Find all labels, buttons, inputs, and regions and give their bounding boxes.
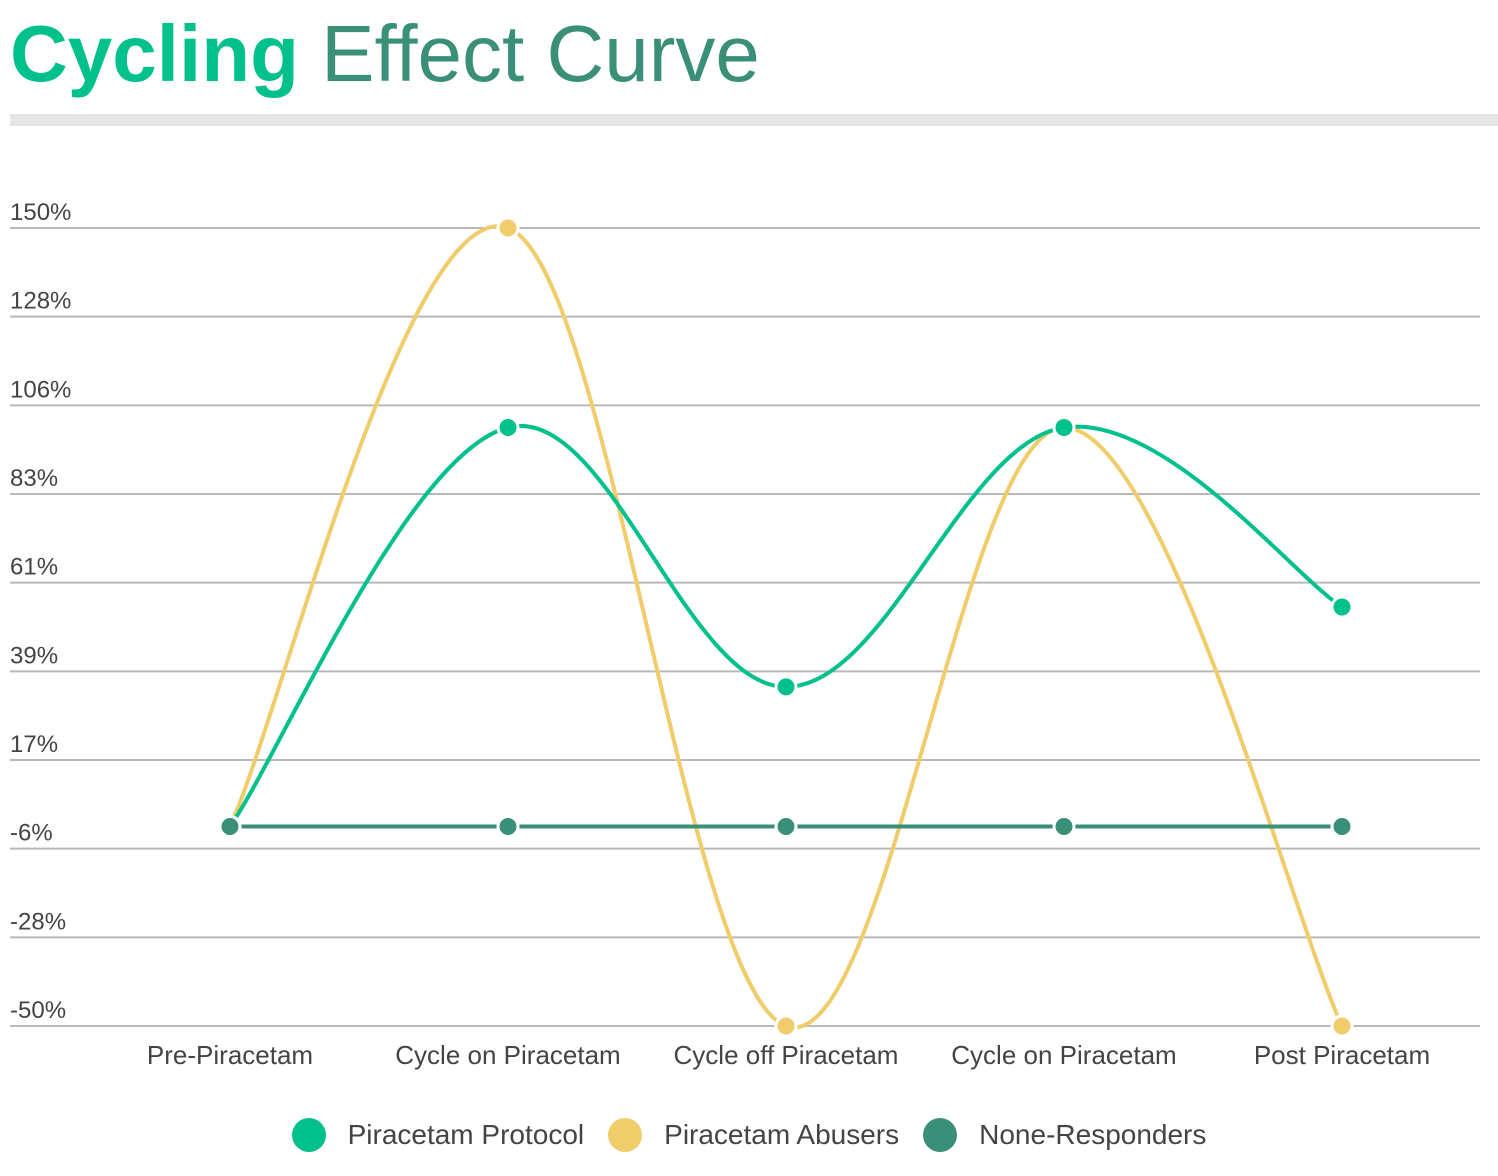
- y-tick-label: 83%: [10, 465, 58, 492]
- data-point: [1330, 815, 1354, 838]
- legend-item: Piracetam Protocol: [291, 1118, 585, 1152]
- legend-swatch: [923, 1118, 958, 1152]
- data-point: [496, 416, 520, 439]
- y-tick-label: -50%: [10, 997, 66, 1024]
- data-point: [1052, 416, 1076, 439]
- data-point: [1330, 1014, 1354, 1038]
- x-tick-label: Cycle on Piracetam: [951, 1040, 1176, 1070]
- y-tick-label: 61%: [10, 554, 58, 581]
- y-tick-label: 17%: [10, 731, 58, 758]
- legend-swatch: [608, 1118, 643, 1152]
- y-tick-label: 106%: [10, 376, 71, 403]
- legend-label: Piracetam Abusers: [664, 1119, 900, 1150]
- data-point: [774, 815, 798, 838]
- chart-title: Cycling Effect Curve: [10, 8, 760, 100]
- title-divider: [10, 114, 1498, 126]
- legend: Piracetam Protocol Piracetam Abusers None-…: [0, 1118, 1498, 1152]
- x-tick-label: Cycle on Piracetam: [395, 1040, 620, 1070]
- data-point: [774, 675, 798, 699]
- x-tick-label: Pre-Piracetam: [147, 1040, 313, 1070]
- y-tick-label: -6%: [10, 820, 53, 847]
- title-bold: Cycling: [10, 9, 299, 98]
- data-point: [1052, 815, 1076, 838]
- data-point: [774, 1014, 798, 1038]
- data-point: [218, 815, 242, 838]
- line-chart: 150% 128% 106% 83% 61% 39% 17% -6% -28% -50% Pre-P…: [10, 199, 1480, 1070]
- legend-label: Piracetam Protocol: [347, 1119, 585, 1150]
- x-tick-label: Post Piracetam: [1254, 1040, 1430, 1070]
- y-tick-label: 39%: [10, 642, 58, 669]
- legend-label: None-Responders: [979, 1119, 1207, 1150]
- legend-item: None-Responders: [923, 1118, 1206, 1152]
- data-point: [496, 815, 520, 838]
- series-line: [228, 423, 1344, 829]
- x-tick-label: Cycle off Piracetam: [674, 1040, 899, 1070]
- y-tick-label: 128%: [10, 288, 71, 315]
- legend-item: Piracetam Abusers: [608, 1118, 899, 1152]
- series-line: [228, 224, 1344, 1030]
- data-point: [1330, 595, 1354, 619]
- title-rest: Effect Curve: [298, 9, 760, 98]
- legend-swatch: [291, 1118, 326, 1152]
- y-tick-label: -28%: [10, 908, 66, 935]
- y-tick-label: 150%: [10, 199, 71, 226]
- data-point: [496, 216, 520, 240]
